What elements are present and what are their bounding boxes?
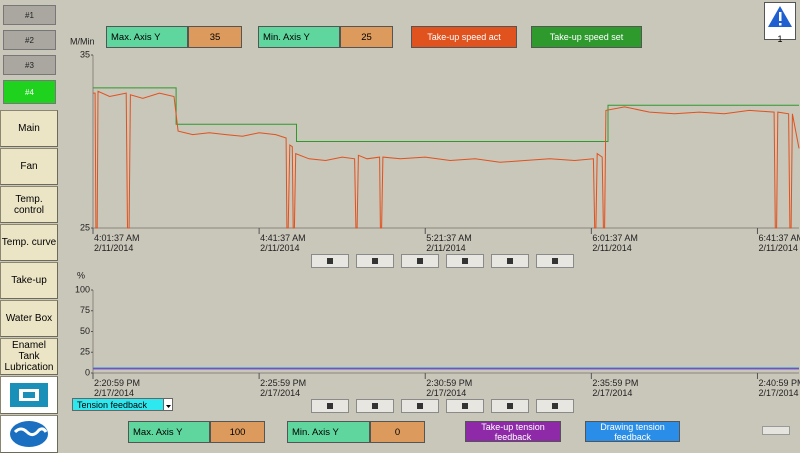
warning-count: 1 <box>777 34 783 44</box>
warning-badge[interactable]: 1 <box>764 2 796 44</box>
unit-button[interactable]: #3 <box>3 55 56 75</box>
max-axis-input[interactable]: 100 <box>210 421 265 443</box>
y-tick-label: 100 <box>75 284 90 294</box>
toolbar-button[interactable] <box>356 399 394 413</box>
y-tick-label: 0 <box>85 367 90 377</box>
menu-button[interactable]: Main <box>0 110 58 147</box>
trend-toolbar <box>311 399 574 413</box>
globe-icon <box>10 421 48 447</box>
x-tick-date: 2/11/2014 <box>592 243 631 253</box>
unit-button[interactable]: #2 <box>3 30 56 50</box>
select-arrow[interactable] <box>163 399 172 410</box>
toolbar-button[interactable] <box>356 254 394 268</box>
legend-button[interactable]: Take-up tension feedback <box>465 421 561 442</box>
legend-button[interactable]: Take-up speed act <box>411 26 517 48</box>
series-line <box>93 90 800 229</box>
max-axis-input[interactable]: 35 <box>188 26 242 48</box>
min-axis-label: Min. Axis Y <box>258 26 340 48</box>
unit-button[interactable]: #4 <box>3 80 56 104</box>
x-tick-label: 2:20:59 PM <box>94 378 140 388</box>
logo-button[interactable] <box>0 376 58 414</box>
x-tick-date: 2/17/2014 <box>758 388 798 398</box>
x-tick-date: 2/11/2014 <box>758 243 797 253</box>
trend-toolbar <box>311 254 574 268</box>
toolbar-button[interactable] <box>536 254 574 268</box>
x-tick-label: 4:41:37 AM <box>260 233 306 243</box>
globe-button[interactable] <box>0 415 58 453</box>
toolbar-button[interactable] <box>491 399 529 413</box>
x-tick-date: 2/11/2014 <box>260 243 299 253</box>
x-tick-label: 4:01:37 AM <box>94 233 140 243</box>
toolbar-button[interactable] <box>311 399 349 413</box>
legend-button[interactable]: Drawing tension feedback <box>585 421 680 442</box>
menu-button[interactable]: Fan <box>0 148 58 185</box>
x-tick-date: 2/17/2014 <box>94 388 134 398</box>
y-unit: M/Min <box>70 36 95 46</box>
toolbar-button[interactable] <box>536 399 574 413</box>
x-tick-date: 2/17/2014 <box>426 388 466 398</box>
y-tick-label: 50 <box>80 326 90 336</box>
menu-button[interactable]: Temp. control <box>0 186 58 223</box>
min-axis-label: Min. Axis Y <box>287 421 370 443</box>
warning-icon <box>768 6 792 27</box>
x-tick-label: 2:25:59 PM <box>260 378 306 388</box>
y-tick-label: 75 <box>80 305 90 315</box>
tension-select[interactable]: Tension feedback <box>72 398 173 411</box>
y-tick-label: 25 <box>80 222 90 232</box>
x-tick-date: 2/11/2014 <box>94 243 133 253</box>
x-tick-label: 2:30:59 PM <box>426 378 472 388</box>
series-line <box>93 87 799 142</box>
menu-button[interactable]: Water Box <box>0 300 58 337</box>
x-tick-date: 2/11/2014 <box>426 243 465 253</box>
y-tick-label: 35 <box>80 49 90 59</box>
logo-icon <box>10 383 48 407</box>
max-axis-label: Max. Axis Y <box>106 26 188 48</box>
unit-button[interactable]: #1 <box>3 5 56 25</box>
y-tick-label: 25 <box>80 347 90 357</box>
legend-button[interactable]: Take-up speed set <box>531 26 642 48</box>
menu-button[interactable]: Enamel Tank Lubrication <box>0 338 58 375</box>
toolbar-button[interactable] <box>311 254 349 268</box>
toolbar-button[interactable] <box>446 399 484 413</box>
small-button[interactable] <box>762 426 790 435</box>
toolbar-button[interactable] <box>401 399 439 413</box>
x-tick-label: 5:21:37 AM <box>426 233 472 243</box>
x-tick-label: 6:01:37 AM <box>592 233 638 243</box>
x-tick-label: 6:41:37 AM <box>758 233 800 243</box>
toolbar-button[interactable] <box>491 254 529 268</box>
min-axis-input[interactable]: 0 <box>370 421 425 443</box>
plot-area <box>93 290 799 373</box>
max-axis-label: Max. Axis Y <box>128 421 210 443</box>
x-tick-date: 2/17/2014 <box>592 388 632 398</box>
menu-button[interactable]: Take-up <box>0 262 58 299</box>
y-unit: % <box>77 270 85 280</box>
menu-button[interactable]: Temp. curve <box>0 224 58 261</box>
min-axis-input[interactable]: 25 <box>340 26 393 48</box>
x-tick-label: 2:40:59 PM <box>758 378 800 388</box>
toolbar-button[interactable] <box>401 254 439 268</box>
x-tick-label: 2:35:59 PM <box>592 378 638 388</box>
x-tick-date: 2/17/2014 <box>260 388 300 398</box>
toolbar-button[interactable] <box>446 254 484 268</box>
